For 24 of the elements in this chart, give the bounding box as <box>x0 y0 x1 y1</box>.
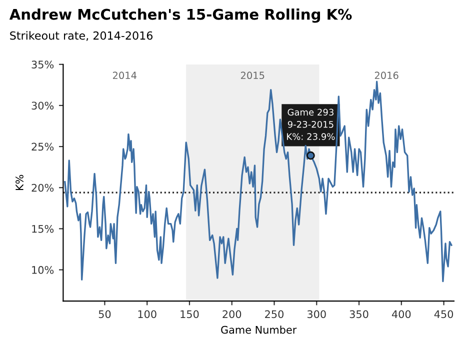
y-tick-label: 25% <box>32 142 54 151</box>
chart-title: Andrew McCutchen's 15-Game Rolling K% <box>9 8 352 23</box>
annotation: Game 293 9-23-2015 K%: 23.9% <box>287 108 335 140</box>
annotation: 2016 <box>374 72 398 80</box>
x-tick-label: 400 <box>392 310 411 318</box>
x-tick-label: 300 <box>307 310 326 318</box>
x-tick-label: 50 <box>98 310 111 318</box>
x-tick-label: 250 <box>265 310 284 318</box>
x-tick-label: 200 <box>222 310 242 318</box>
y-tick-label: 10% <box>32 266 54 274</box>
y-tick-label: 15% <box>32 224 54 233</box>
chart-subtitle: Strikeout rate, 2014-2016 <box>10 31 153 41</box>
x-tick-label: 150 <box>180 310 199 318</box>
y-tick-label: 35% <box>32 60 54 68</box>
x-tick-label: 100 <box>138 310 156 318</box>
band-label: 2015 <box>240 72 264 80</box>
y-axis-title: K% <box>16 174 24 190</box>
x-axis-title: Game Number <box>221 326 297 334</box>
y-tick-label: 30% <box>32 102 54 110</box>
y-tick-label: 20% <box>32 184 54 192</box>
line-series <box>64 80 452 282</box>
x-tick-label: 350 <box>350 310 368 318</box>
x-tick-label: 450 <box>434 310 454 318</box>
annotation: 2014 <box>112 72 136 80</box>
